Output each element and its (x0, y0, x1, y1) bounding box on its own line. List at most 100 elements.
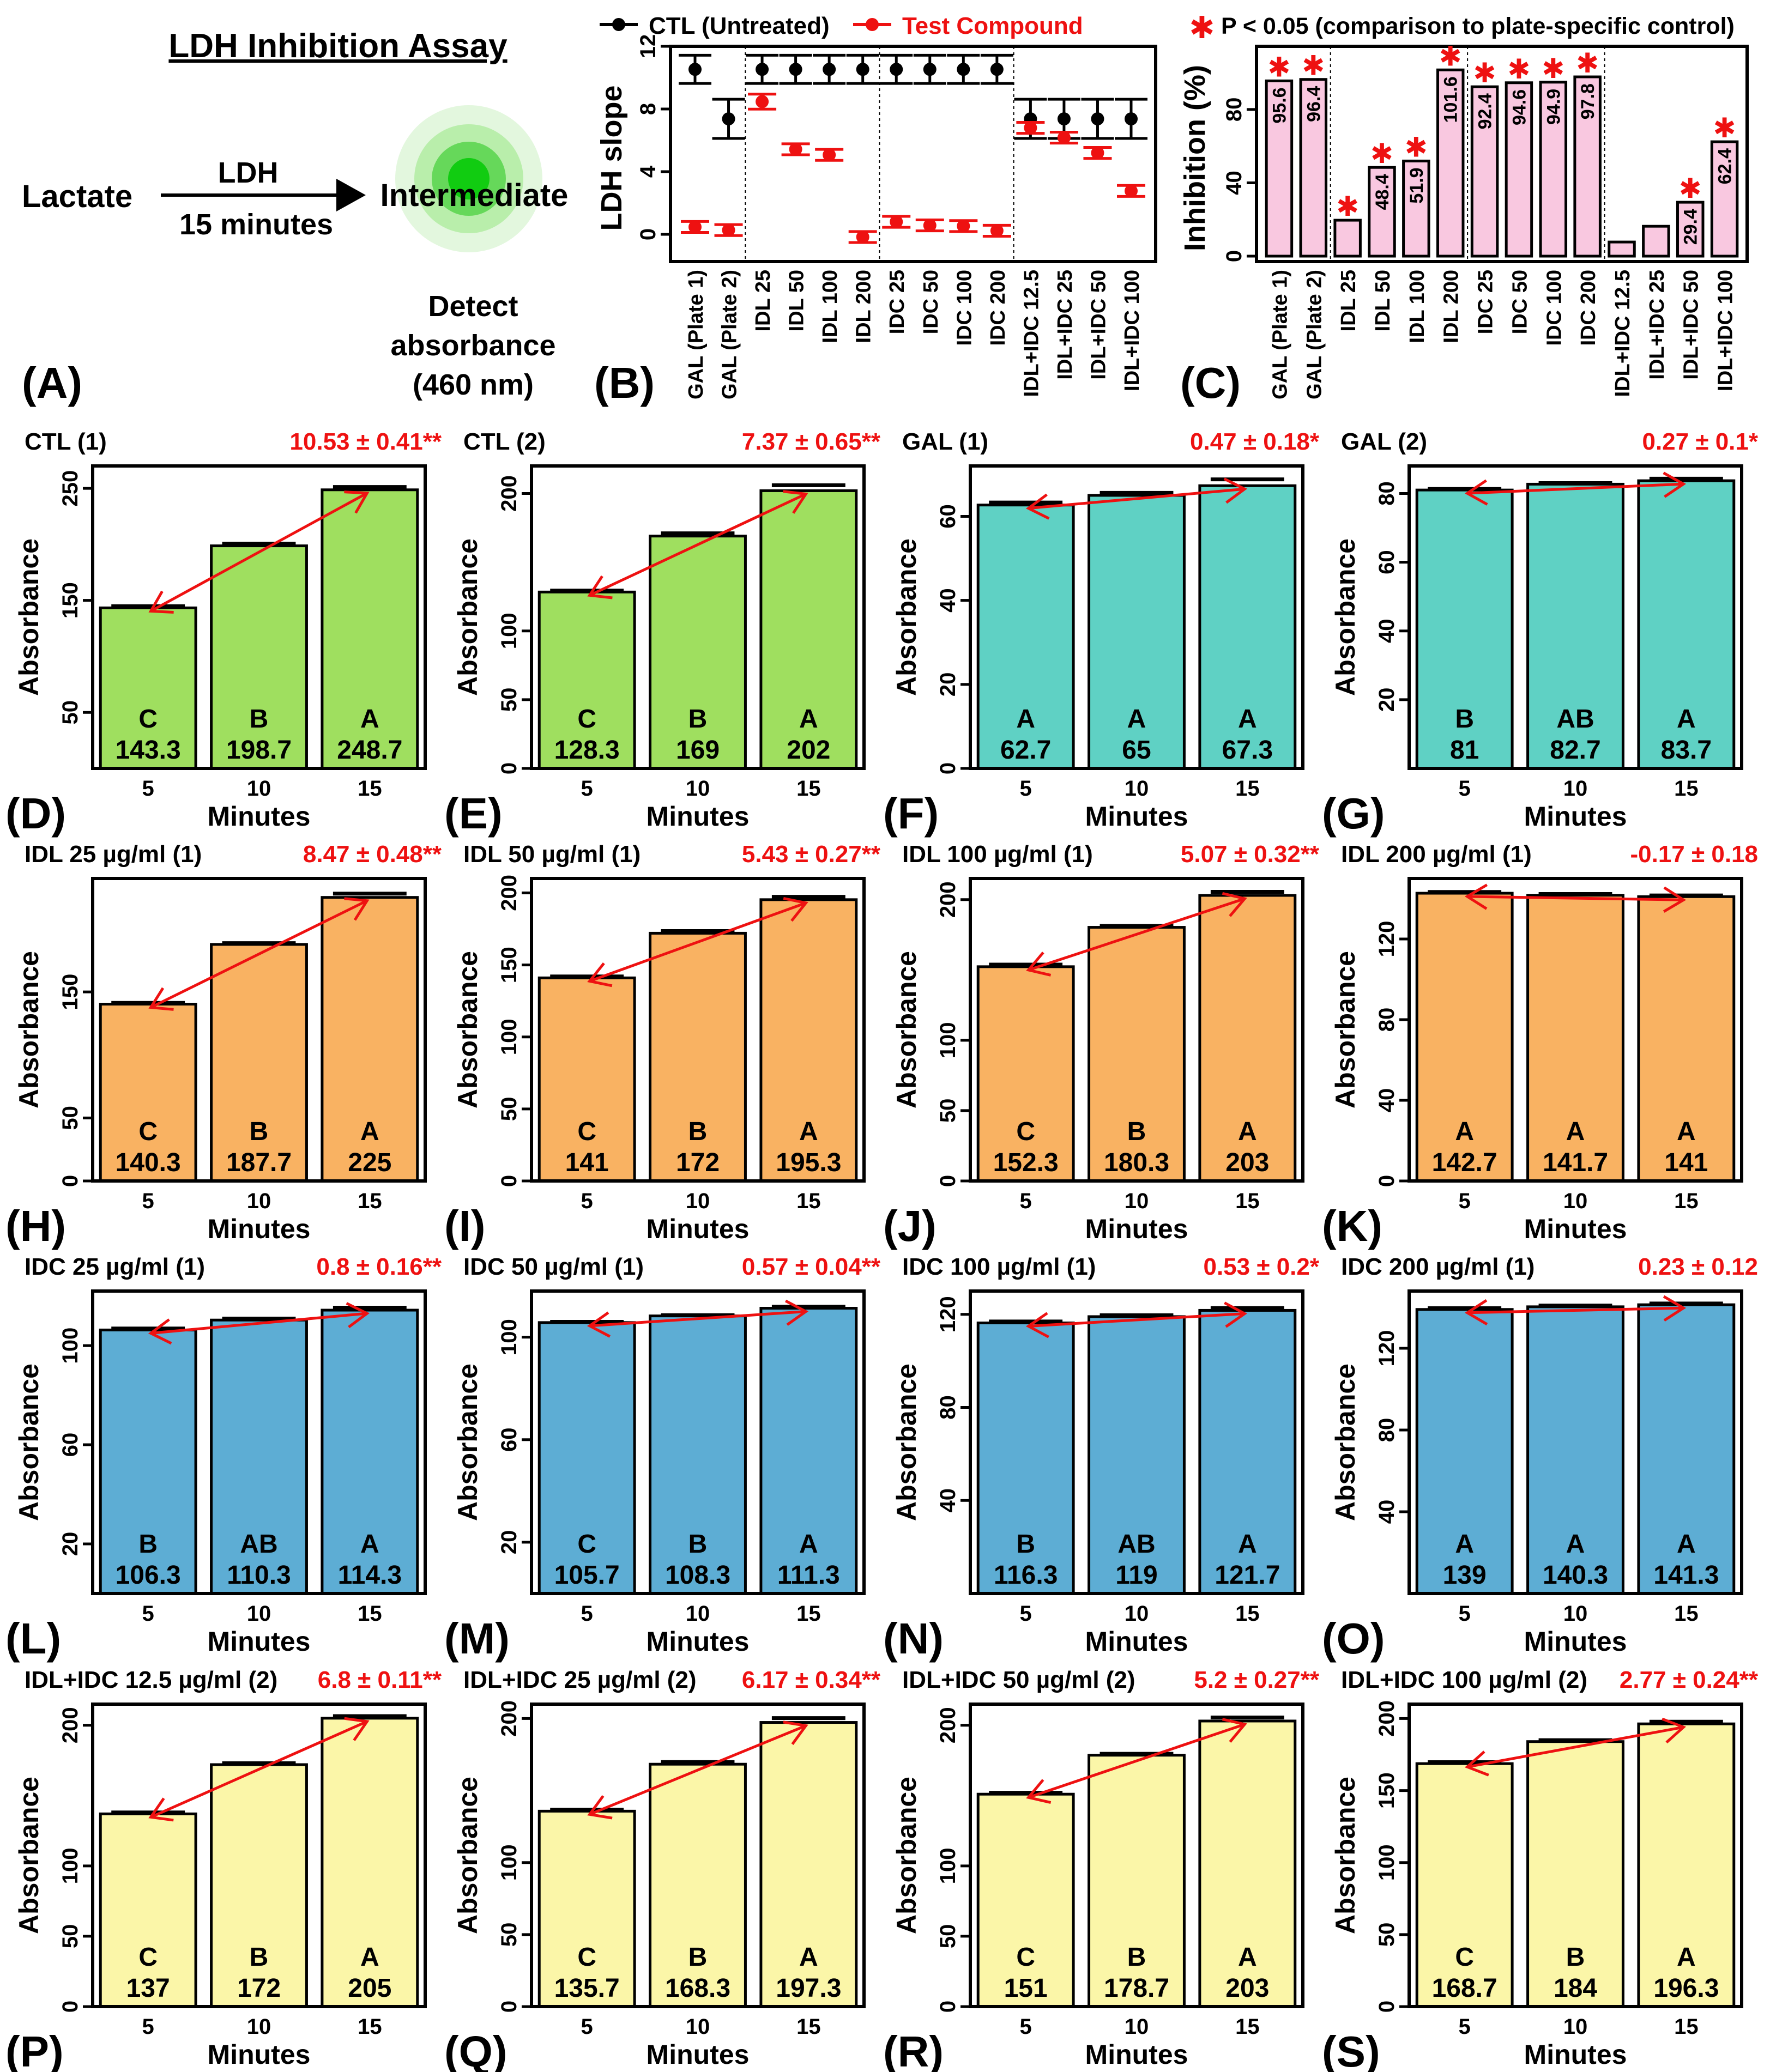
panel-c-bar-idl-idc-50 (1676, 201, 1705, 258)
panel-e-ylabel: Absorbance (452, 538, 483, 696)
panel-k-letter: (K) (1322, 1202, 1382, 1250)
panel-o-bar-10 (1526, 1305, 1624, 1595)
panel-c-bar-idl-25 (1333, 219, 1362, 258)
panel-c-xlabel-gal-plate-2: GAL (Plate 2) (1303, 270, 1326, 399)
panel-q-group-letter-15: A (799, 1943, 818, 1972)
panel-n-value-label-15: 121.7 (1215, 1561, 1280, 1590)
panel-c-ytick-label-0: 0 (1222, 250, 1246, 262)
panel-j-title: IDL 100 µg/ml (1) (902, 841, 1093, 868)
panel-b-point-test-compound-7 (923, 219, 937, 232)
panel-d-xlabel: Minutes (208, 801, 311, 832)
panel-b-point-test-compound-3 (789, 142, 802, 156)
panel-d-plot-frame (91, 464, 427, 770)
panel-j-xtick-label-15: 15 (1235, 1189, 1260, 1213)
panel-q-ylabel: Absorbance (452, 1777, 483, 1934)
panel-f-bar-5 (976, 504, 1075, 770)
panel-c-xlabel-idl-idc-25: IDL+IDC 25 (1646, 270, 1669, 380)
panel-j-letter: (J) (883, 1202, 937, 1250)
panel-r-bar-5 (976, 1792, 1075, 2008)
panel-c-significance-star-icon: ✱ (1439, 41, 1462, 71)
panel-h-xtick-label-15: 15 (358, 1189, 382, 1213)
panel-k-xtick-label-10: 10 (1563, 1189, 1588, 1213)
panel-s-bar-15 (1637, 1722, 1736, 2008)
panel-j-group-letter-15: A (1238, 1117, 1257, 1146)
panel-i-trend-arrow (589, 901, 807, 983)
panel-p-trend-arrow (150, 1720, 368, 1819)
panel-j-value-label-5: 152.3 (993, 1148, 1059, 1177)
panel-e-xtick-label-15: 15 (796, 777, 821, 801)
panel-n-arrowhead (1224, 1301, 1248, 1328)
panel-s-xtick-label-5: 5 (1459, 2015, 1471, 2039)
panel-h-value-label-10: 187.7 (226, 1148, 292, 1177)
panel-b-point-ctl-untreated-0 (688, 63, 702, 76)
panel-p-letter: (P) (5, 2027, 64, 2072)
panel-k-value-label-5: 142.7 (1432, 1148, 1497, 1177)
panel-c-bar-label-idc-25: 92.4 (1475, 93, 1496, 129)
panel-b-legend-test: Test Compound (902, 13, 1083, 39)
panel-r-group-letter-10: B (1127, 1943, 1146, 1972)
panel-s-letter: (S) (1322, 2027, 1380, 2072)
panel-l-arrowhead (346, 1302, 370, 1329)
panel-d-value-label-5: 143.3 (116, 736, 181, 765)
panel-l-xtick-label-10: 10 (247, 1602, 271, 1626)
panel-f-bar-10 (1088, 494, 1186, 770)
panel-m-ytick-label-60: 60 (497, 1428, 521, 1452)
panel-k-trend-arrow (1467, 895, 1684, 901)
panel-e-stat: 7.37 ± 0.65** (742, 428, 881, 455)
panel-b-point-ctl-untreated-3 (789, 63, 802, 76)
panel-f-title: GAL (1) (902, 428, 988, 455)
panel-l-group-letter-5: B (138, 1530, 158, 1559)
panel-e-group-letter-5: C (577, 705, 596, 734)
panel-f-group-letter-5: A (1016, 705, 1035, 734)
panel-q-xtick-label-15: 15 (796, 2015, 821, 2039)
panel-o-ylabel: Absorbance (1330, 1364, 1361, 1521)
panel-j-bar-5 (976, 965, 1075, 1183)
panel-r-group-letter-5: C (1016, 1943, 1035, 1972)
panel-c-bar-idl-idc-100 (1710, 140, 1739, 258)
panel-k-bar-5 (1415, 892, 1514, 1183)
panel-b-legend: CTL (Untreated) Test Compound (600, 13, 1083, 39)
panel-m-value-label-10: 108.3 (665, 1561, 730, 1590)
panel-c-xlabel-idc-200: IDC 200 (1577, 270, 1600, 346)
panel-p-value-label-15: 205 (348, 1974, 391, 2003)
panel-p-ytick-label-100: 100 (58, 1847, 82, 1884)
panel-f-plot-frame (969, 464, 1304, 770)
panel-d-ytick-label-250: 250 (58, 470, 82, 507)
panel-j-stat: 5.07 ± 0.32** (1181, 841, 1320, 868)
panel-c-y-axis: 0 40 80 (1222, 98, 1256, 262)
panel-g-ylabel: Absorbance (1330, 538, 1361, 696)
panel-c-bar-gal-plate-2 (1299, 78, 1328, 258)
panel-c-xlabel-idl-idc-100: IDL+IDC 100 (1714, 270, 1737, 391)
panel-r-ytick-label-200: 200 (936, 1707, 960, 1743)
panel-n-value-label-5: 116.3 (994, 1561, 1058, 1590)
panel-f-xtick-label-10: 10 (1125, 777, 1149, 801)
panel-c-ylabel: Inhibition (%) (1179, 65, 1211, 251)
panel-l-group-letter-10: AB (240, 1530, 277, 1559)
panel-c-bar-idl-200 (1436, 68, 1465, 258)
panel-m-group-letter-15: A (799, 1530, 818, 1559)
panel-a-substrate: Lactate (22, 179, 132, 214)
panel-c-bar-label-idl-idc-50: 29.4 (1681, 209, 1701, 245)
panel-l-letter: (L) (5, 1614, 61, 1663)
panel-a-enzyme: LDH (218, 156, 279, 189)
panel-q-arrowhead (783, 1720, 808, 1745)
panel-p-xtick-label-5: 5 (142, 2015, 154, 2039)
panel-h-plot-frame (91, 877, 427, 1183)
panel-j-bar-10 (1088, 926, 1186, 1183)
panel-c-xlabel-idl-50: IDL 50 (1372, 270, 1394, 331)
panel-o-bar-15 (1637, 1303, 1736, 1595)
panel-c-data-marks: 95.6 ✱ 96.4 ✱ ✱ 48.4 ✱ 51.9 ✱ 101.6 ✱ 92.4 ✱ 94.6 ✱ 94.… (1265, 41, 1739, 258)
panel-g-value-label-15: 83.7 (1661, 736, 1712, 765)
panel-b-ylabel: LDH slope (595, 85, 628, 231)
panel-h-group-letter-15: A (360, 1117, 379, 1146)
panel-i-value-label-15: 195.3 (776, 1148, 841, 1177)
panel-q-ytick-label-0: 0 (497, 2001, 521, 2013)
panel-q-plot-frame (530, 1703, 866, 2008)
panel-g-value-label-5: 81 (1450, 736, 1479, 765)
panel-c-bar-label-idc-50: 94.6 (1509, 89, 1530, 125)
panel-e-ytick-label-100: 100 (497, 613, 521, 649)
panel-c-legend: ✱ P < 0.05 (comparison to plate-specific… (1189, 10, 1735, 45)
panel-i-ytick-label-0: 0 (497, 1175, 521, 1187)
